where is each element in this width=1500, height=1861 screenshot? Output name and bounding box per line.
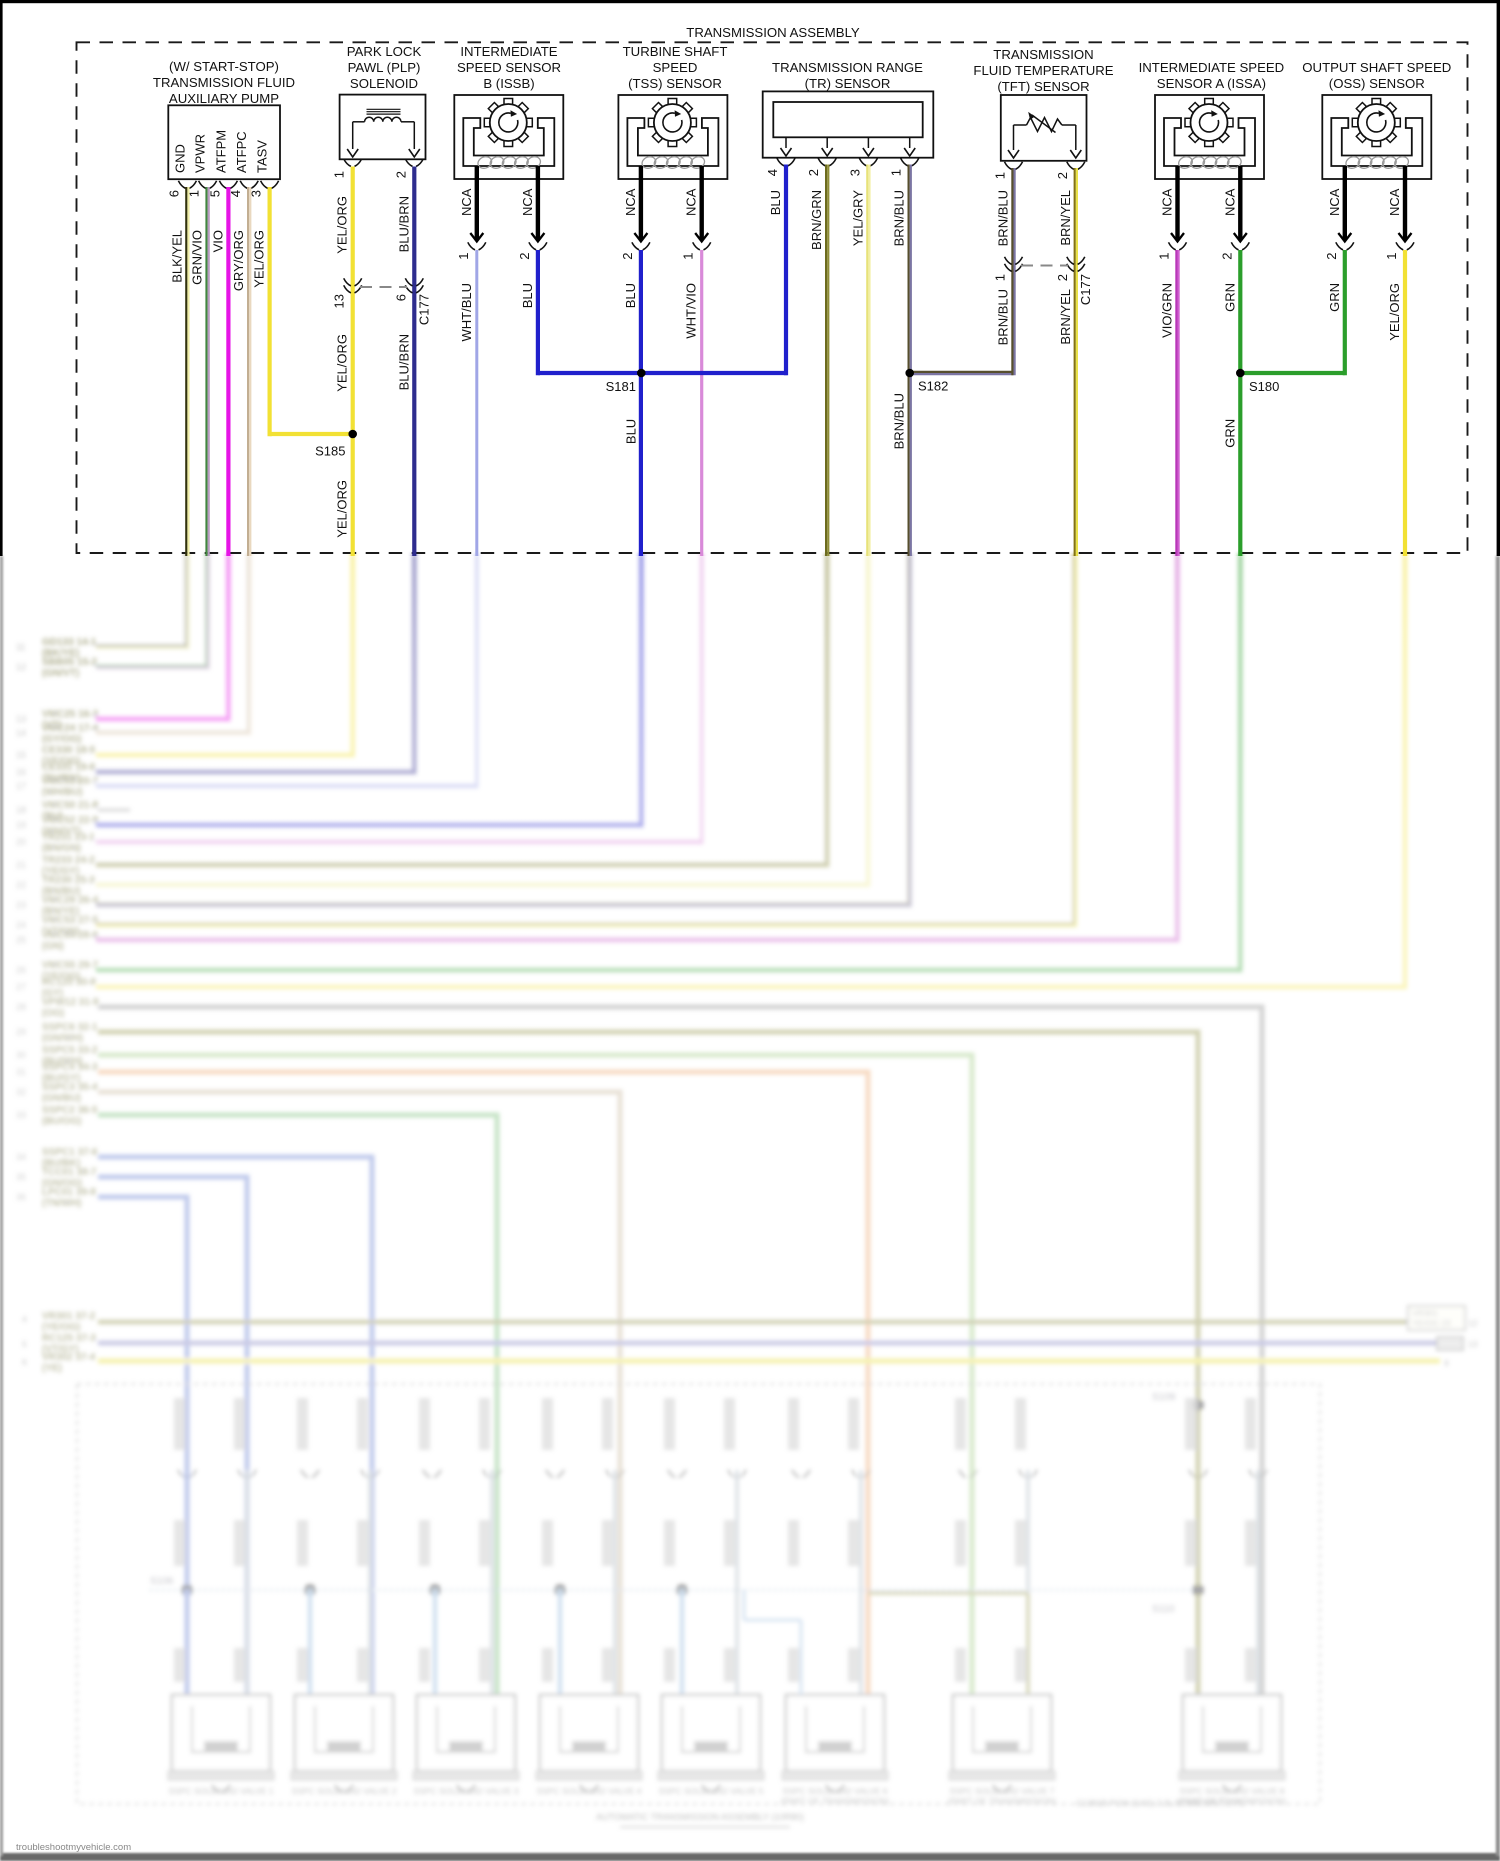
svg-text:6: 6 xyxy=(166,190,181,197)
svg-text:YEL/ORG: YEL/ORG xyxy=(335,480,350,538)
svg-text:2: 2 xyxy=(517,253,532,260)
svg-text:YEL/ORG: YEL/ORG xyxy=(1387,283,1402,341)
svg-text:2: 2 xyxy=(1055,172,1070,179)
svg-text:2: 2 xyxy=(620,253,635,260)
svg-text:BRN/BLU: BRN/BLU xyxy=(996,289,1011,345)
svg-text:S185: S185 xyxy=(315,444,345,459)
svg-text:VIO/GRN: VIO/GRN xyxy=(1160,283,1175,338)
svg-text:2: 2 xyxy=(393,171,408,178)
svg-text:BRN/YEL: BRN/YEL xyxy=(1058,289,1073,345)
svg-text:NCA: NCA xyxy=(520,188,535,216)
svg-text:S182: S182 xyxy=(918,379,948,394)
svg-text:S180: S180 xyxy=(1249,379,1279,394)
svg-text:PAWL (PLP): PAWL (PLP) xyxy=(348,60,421,75)
svg-text:5: 5 xyxy=(207,190,222,197)
svg-text:4: 4 xyxy=(228,190,243,197)
svg-text:GRN: GRN xyxy=(1222,283,1237,312)
svg-text:SPEED SENSOR: SPEED SENSOR xyxy=(457,60,561,75)
svg-text:GRN/VIO: GRN/VIO xyxy=(190,230,205,285)
svg-text:1: 1 xyxy=(993,274,1008,281)
svg-text:NCA: NCA xyxy=(623,188,638,216)
svg-text:BRN/BLU: BRN/BLU xyxy=(996,190,1011,246)
svg-text:BRN/BLU: BRN/BLU xyxy=(892,190,907,246)
svg-text:YEL/ORG: YEL/ORG xyxy=(335,196,350,254)
svg-text:1: 1 xyxy=(889,169,904,176)
svg-text:B (ISSB): B (ISSB) xyxy=(483,76,534,91)
svg-text:TRANSMISSION: TRANSMISSION xyxy=(993,47,1093,62)
svg-text:3: 3 xyxy=(847,169,862,176)
svg-text:4: 4 xyxy=(765,169,780,176)
svg-text:1: 1 xyxy=(187,190,202,197)
svg-text:BLU: BLU xyxy=(768,190,783,215)
svg-text:BLK/YEL: BLK/YEL xyxy=(169,230,184,283)
svg-text:1: 1 xyxy=(681,253,696,260)
svg-text:FLUID TEMPERATURE: FLUID TEMPERATURE xyxy=(973,63,1113,78)
svg-text:BLU: BLU xyxy=(623,419,638,444)
svg-text:BRN/BLU: BRN/BLU xyxy=(892,393,907,449)
svg-text:BLU/BRN: BLU/BRN xyxy=(396,196,411,252)
svg-text:YEL/ORG: YEL/ORG xyxy=(252,230,267,288)
svg-text:INTERMEDIATE SPEED: INTERMEDIATE SPEED xyxy=(1139,60,1285,75)
svg-text:ATFPM: ATFPM xyxy=(213,130,228,173)
svg-text:YEL/ORG: YEL/ORG xyxy=(335,334,350,392)
svg-text:NCA: NCA xyxy=(1387,188,1402,216)
svg-text:C177: C177 xyxy=(1078,274,1093,305)
svg-text:VIO: VIO xyxy=(210,230,225,252)
svg-text:NCA: NCA xyxy=(1160,188,1175,216)
svg-text:3: 3 xyxy=(249,190,264,197)
svg-text:2: 2 xyxy=(1219,253,1234,260)
svg-text:GND: GND xyxy=(172,144,187,173)
svg-text:INTERMEDIATE: INTERMEDIATE xyxy=(460,44,557,59)
svg-text:1: 1 xyxy=(1384,253,1399,260)
svg-text:troubleshootmyvehicle.com: troubleshootmyvehicle.com xyxy=(16,1842,131,1853)
svg-text:S181: S181 xyxy=(606,379,636,394)
svg-text:1: 1 xyxy=(332,171,347,178)
svg-text:2: 2 xyxy=(1324,253,1339,260)
svg-text:1: 1 xyxy=(993,172,1008,179)
svg-text:(OSS) SENSOR: (OSS) SENSOR xyxy=(1329,76,1425,91)
svg-text:NCA: NCA xyxy=(684,188,699,216)
svg-text:1: 1 xyxy=(456,253,471,260)
svg-text:TURBINE SHAFT: TURBINE SHAFT xyxy=(623,44,728,59)
svg-text:BRN/YEL: BRN/YEL xyxy=(1058,190,1073,246)
svg-text:SPEED: SPEED xyxy=(653,60,698,75)
svg-text:TASV: TASV xyxy=(255,140,270,173)
svg-text:VPWR: VPWR xyxy=(193,134,208,173)
svg-text:C177: C177 xyxy=(416,294,431,325)
svg-text:GRN: GRN xyxy=(1222,419,1237,448)
svg-text:2: 2 xyxy=(806,169,821,176)
svg-text:TRANSMISSION RANGE: TRANSMISSION RANGE xyxy=(772,60,923,75)
svg-text:SENSOR A (ISSA): SENSOR A (ISSA) xyxy=(1157,76,1266,91)
svg-text:TRANSMISSION ASSEMBLY: TRANSMISSION ASSEMBLY xyxy=(686,25,860,40)
svg-text:ATFPC: ATFPC xyxy=(234,131,249,173)
svg-text:6: 6 xyxy=(393,294,408,301)
svg-text:BLU/BRN: BLU/BRN xyxy=(396,334,411,390)
svg-text:BLU: BLU xyxy=(623,283,638,308)
svg-text:2: 2 xyxy=(1055,274,1070,281)
svg-text:(TR) SENSOR: (TR) SENSOR xyxy=(805,76,891,91)
svg-text:TRANSMISSION FLUID: TRANSMISSION FLUID xyxy=(153,75,295,90)
svg-text:GRN: GRN xyxy=(1327,283,1342,312)
svg-text:WHT/VIO: WHT/VIO xyxy=(684,283,699,339)
svg-text:(TSS) SENSOR: (TSS) SENSOR xyxy=(628,76,722,91)
svg-text:YEL/GRY: YEL/GRY xyxy=(850,190,865,246)
svg-text:SOLENOID: SOLENOID xyxy=(350,76,418,91)
svg-text:GRY/ORG: GRY/ORG xyxy=(231,230,246,291)
svg-text:13: 13 xyxy=(332,294,347,308)
svg-text:NCA: NCA xyxy=(1222,188,1237,216)
svg-text:BRN/GRN: BRN/GRN xyxy=(809,190,824,250)
svg-text:PARK LOCK: PARK LOCK xyxy=(347,44,422,59)
svg-text:NCA: NCA xyxy=(459,188,474,216)
svg-text:1: 1 xyxy=(1157,253,1172,260)
svg-text:(W/ START-STOP): (W/ START-STOP) xyxy=(169,59,279,74)
svg-text:AUXILIARY PUMP: AUXILIARY PUMP xyxy=(169,91,279,106)
svg-text:BLU: BLU xyxy=(520,283,535,308)
svg-text:WHT/BLU: WHT/BLU xyxy=(459,283,474,342)
svg-text:NCA: NCA xyxy=(1327,188,1342,216)
svg-text:OUTPUT SHAFT SPEED: OUTPUT SHAFT SPEED xyxy=(1302,60,1451,75)
svg-text:(TFT) SENSOR: (TFT) SENSOR xyxy=(997,79,1089,94)
